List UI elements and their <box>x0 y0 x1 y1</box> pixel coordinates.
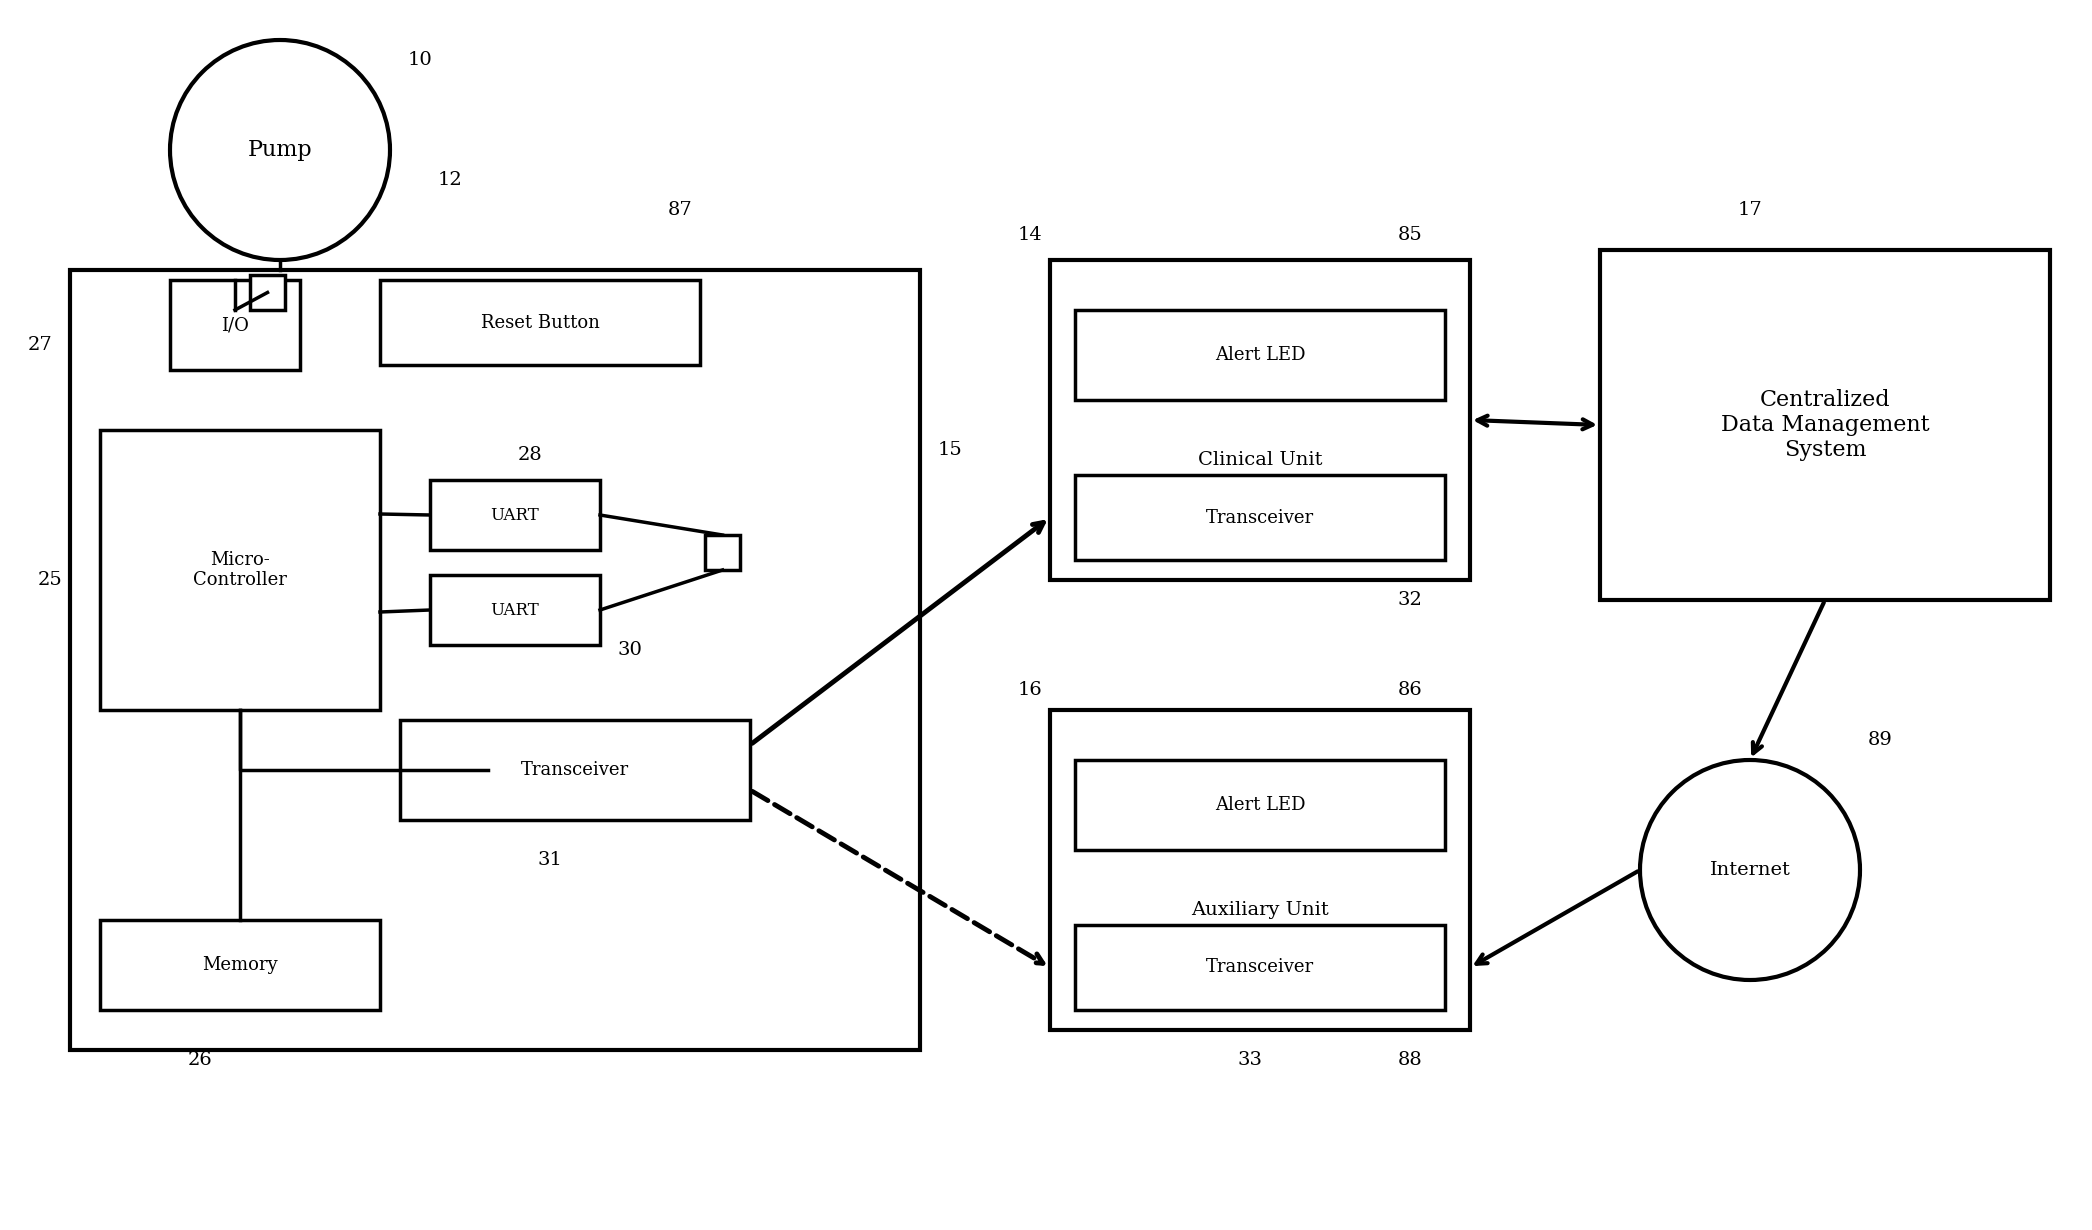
Text: 88: 88 <box>1397 1050 1423 1069</box>
Text: 27: 27 <box>27 336 52 354</box>
FancyBboxPatch shape <box>400 720 751 820</box>
Text: Reset Button: Reset Button <box>481 314 600 332</box>
Text: 26: 26 <box>188 1050 213 1069</box>
Text: 32: 32 <box>1397 590 1423 609</box>
FancyBboxPatch shape <box>1050 710 1471 1030</box>
Text: Micro-
Controller: Micro- Controller <box>192 551 287 589</box>
Text: 14: 14 <box>1017 226 1042 244</box>
Text: Centralized
Data Management
System: Centralized Data Management System <box>1722 389 1929 461</box>
FancyBboxPatch shape <box>431 574 600 645</box>
Ellipse shape <box>169 41 389 260</box>
Text: Pump: Pump <box>247 139 312 161</box>
Text: 28: 28 <box>517 446 542 464</box>
Text: Transceiver: Transceiver <box>1205 508 1314 526</box>
Text: 31: 31 <box>538 851 563 870</box>
Text: Alert LED: Alert LED <box>1215 346 1305 364</box>
Text: 17: 17 <box>1738 200 1761 219</box>
Text: Internet: Internet <box>1709 861 1791 879</box>
FancyBboxPatch shape <box>169 280 299 370</box>
Text: UART: UART <box>492 507 540 524</box>
FancyBboxPatch shape <box>69 271 920 1050</box>
Text: Transceiver: Transceiver <box>521 761 630 779</box>
Text: Clinical Unit: Clinical Unit <box>1199 451 1322 469</box>
FancyBboxPatch shape <box>1075 310 1446 400</box>
Text: 86: 86 <box>1397 681 1423 699</box>
Text: 30: 30 <box>617 641 642 659</box>
Circle shape <box>1640 760 1860 980</box>
FancyBboxPatch shape <box>1075 475 1446 560</box>
FancyBboxPatch shape <box>1075 925 1446 1010</box>
FancyBboxPatch shape <box>431 480 600 550</box>
Text: Auxiliary Unit: Auxiliary Unit <box>1190 902 1328 919</box>
Text: 87: 87 <box>667 200 692 219</box>
Text: 85: 85 <box>1397 226 1423 244</box>
Text: 89: 89 <box>1868 731 1893 749</box>
Text: UART: UART <box>492 601 540 619</box>
Text: Alert LED: Alert LED <box>1215 796 1305 814</box>
FancyBboxPatch shape <box>100 430 381 710</box>
Text: 25: 25 <box>38 571 63 589</box>
FancyBboxPatch shape <box>100 920 381 1010</box>
FancyBboxPatch shape <box>1075 760 1446 850</box>
Text: I/O: I/O <box>222 316 249 335</box>
FancyBboxPatch shape <box>1050 260 1471 581</box>
Text: Transceiver: Transceiver <box>1205 958 1314 977</box>
Text: 15: 15 <box>937 442 962 459</box>
Text: 16: 16 <box>1017 681 1042 699</box>
Text: 33: 33 <box>1238 1050 1261 1069</box>
FancyBboxPatch shape <box>1600 250 2050 600</box>
FancyBboxPatch shape <box>705 535 741 569</box>
Text: 10: 10 <box>408 50 433 69</box>
Text: 12: 12 <box>437 171 462 189</box>
FancyBboxPatch shape <box>381 280 701 365</box>
Text: Memory: Memory <box>203 956 278 974</box>
FancyBboxPatch shape <box>251 276 285 310</box>
